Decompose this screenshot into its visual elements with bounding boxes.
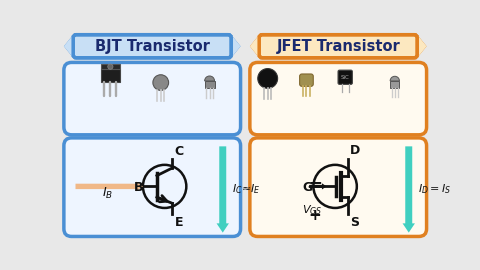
Circle shape	[108, 64, 113, 69]
Polygon shape	[64, 35, 73, 58]
Bar	[101, 64, 120, 69]
FancyBboxPatch shape	[250, 138, 427, 237]
Polygon shape	[417, 35, 427, 58]
Text: BJT Transistor: BJT Transistor	[95, 39, 210, 54]
Circle shape	[258, 69, 277, 88]
Text: $I_B$: $I_B$	[102, 186, 113, 201]
Text: B: B	[133, 181, 143, 194]
FancyArrow shape	[310, 183, 326, 190]
FancyBboxPatch shape	[300, 74, 313, 86]
Wedge shape	[390, 76, 399, 81]
FancyBboxPatch shape	[338, 70, 352, 84]
Polygon shape	[417, 35, 427, 58]
Text: −: −	[308, 173, 322, 191]
Polygon shape	[250, 35, 259, 58]
FancyArrow shape	[216, 146, 229, 232]
Text: $I_D=I_S$: $I_D=I_S$	[418, 183, 451, 196]
Text: $V_{GS}$: $V_{GS}$	[302, 203, 322, 217]
Text: G: G	[302, 181, 313, 194]
Text: JFET Transistor: JFET Transistor	[276, 39, 400, 54]
Bar	[204, 81, 215, 88]
FancyBboxPatch shape	[259, 35, 417, 58]
FancyBboxPatch shape	[73, 35, 231, 58]
FancyArrow shape	[403, 146, 415, 232]
Polygon shape	[64, 35, 73, 58]
Text: $I_C≈I_E$: $I_C≈I_E$	[232, 183, 261, 196]
Text: C: C	[175, 145, 184, 158]
Polygon shape	[250, 35, 259, 58]
Text: +: +	[309, 208, 321, 223]
Text: E: E	[175, 216, 183, 229]
Circle shape	[153, 75, 168, 90]
Wedge shape	[204, 76, 215, 81]
FancyArrow shape	[75, 181, 143, 191]
Polygon shape	[231, 35, 240, 58]
Text: S: S	[350, 216, 359, 229]
Text: SiC: SiC	[341, 75, 349, 80]
Polygon shape	[231, 35, 240, 58]
Text: D: D	[350, 144, 360, 157]
FancyBboxPatch shape	[64, 138, 240, 237]
FancyBboxPatch shape	[250, 62, 427, 135]
Bar	[101, 69, 120, 82]
Bar	[390, 81, 399, 88]
FancyBboxPatch shape	[64, 62, 240, 135]
